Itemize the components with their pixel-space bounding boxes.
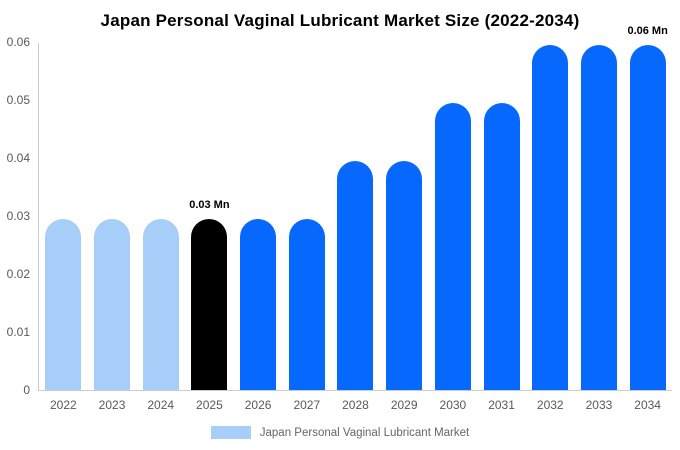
y-tick-label-0.02: 0.02 [6, 267, 30, 281]
x-tick-label-2030: 2030 [439, 398, 467, 412]
bar-slot-2033 [575, 42, 624, 390]
x-tick-label-2033: 2033 [585, 398, 613, 412]
bar-2024[interactable] [142, 219, 179, 390]
annotation-2025: 0.03 Mn [189, 199, 230, 211]
chart-title: Japan Personal Vaginal Lubricant Market … [100, 11, 580, 30]
x-tick-label-2026: 2026 [244, 398, 272, 412]
bar-2029[interactable] [386, 161, 423, 390]
x-tick-label-2029: 2029 [390, 398, 418, 412]
bar-2033[interactable] [580, 45, 617, 390]
x-axis-line [38, 390, 672, 391]
bar-2027[interactable] [288, 219, 325, 390]
bar-slot-2034 [623, 42, 672, 390]
bar-slot-2023 [88, 42, 137, 390]
bar-slot-2022 [39, 42, 88, 390]
bar-slot-2032 [526, 42, 575, 390]
bar-slot-2025 [185, 42, 234, 390]
y-axis-line [38, 43, 39, 390]
bar-slot-2026 [234, 42, 283, 390]
y-tick-label-0.01: 0.01 [6, 325, 30, 339]
bar-slot-2024 [136, 42, 185, 390]
y-tick-label-0.06: 0.06 [6, 35, 30, 49]
y-tick-label-0: 0 [23, 383, 30, 397]
bar-2022[interactable] [45, 219, 82, 390]
bar-2032[interactable] [532, 45, 569, 390]
x-tick-label-2024: 2024 [147, 398, 175, 412]
bar-2034[interactable] [629, 45, 666, 390]
x-tick-label-2034: 2034 [634, 398, 661, 412]
bar-slot-2030 [429, 42, 478, 390]
bar-slot-2027 [282, 42, 331, 390]
x-tick-label-2025: 2025 [196, 398, 223, 412]
legend-label: Japan Personal Vaginal Lubricant Market [259, 426, 470, 439]
bar-slot-2028 [331, 42, 380, 390]
bar-2025[interactable] [191, 219, 228, 390]
y-tick-label-0.04: 0.04 [6, 151, 30, 165]
x-tick-label-2027: 2027 [293, 398, 321, 412]
bar-slot-2029 [380, 42, 429, 390]
x-tick-label-2023: 2023 [98, 398, 126, 412]
bar-2031[interactable] [483, 103, 520, 390]
bar-slot-2031 [477, 42, 526, 390]
annotation-2034: 0.06 Mn [627, 25, 668, 37]
x-tick-label-2031: 2031 [488, 398, 515, 412]
x-tick-label-2028: 2028 [342, 398, 369, 412]
y-tick-label-0.03: 0.03 [6, 209, 30, 223]
x-tick-label-2022: 2022 [49, 398, 77, 412]
x-tick-label-2032: 2032 [536, 398, 564, 412]
bar-2023[interactable] [94, 219, 131, 390]
legend[interactable]: Japan Personal Vaginal Lubricant Market [0, 426, 680, 439]
y-tick-label-0.05: 0.05 [6, 93, 30, 107]
bar-2028[interactable] [337, 161, 374, 390]
bar-2030[interactable] [434, 103, 471, 390]
bar-2026[interactable] [240, 219, 277, 390]
legend-swatch [210, 426, 251, 439]
